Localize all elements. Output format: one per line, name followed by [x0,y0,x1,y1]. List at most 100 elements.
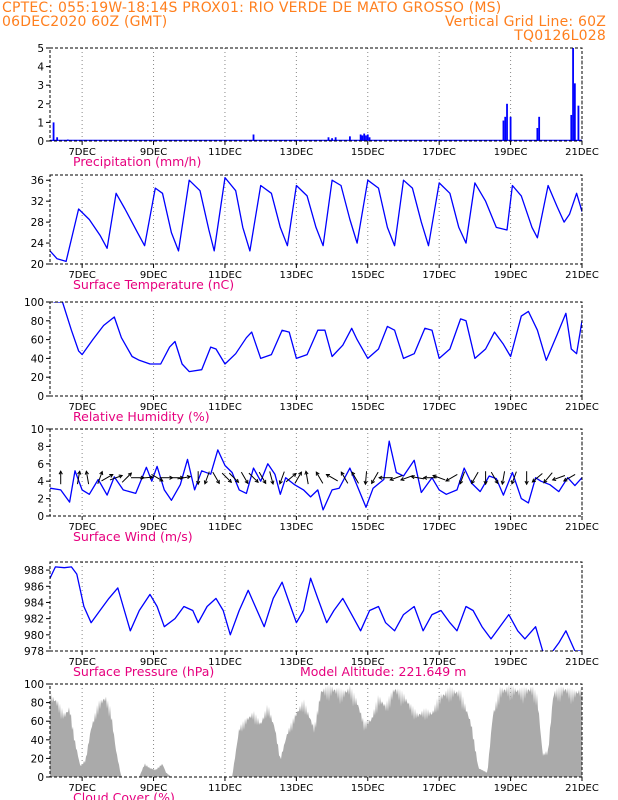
wind-arrow [471,471,479,484]
x-tick-label: 21DEC [565,522,599,533]
wind-arrow [371,471,379,484]
wind-arrow-head [399,476,405,481]
y-tick-label: 5 [37,43,44,55]
chart-panel-3: 0 20 40 60 80 100 7DEC 9DEC 11DEC 13DEC 15DEC 17DEC… [24,297,599,424]
x-tick-label: 17DEC [422,783,456,794]
x-tick-label: 13DEC [279,657,313,668]
x-tick-label: 7DEC [68,657,95,668]
x-tick-label: 9DEC [140,522,167,533]
x-tick-label: 17DEC [422,147,456,158]
precip-bar [536,127,539,141]
y-tick-label: 0 [37,136,44,148]
wind-arrow [490,471,499,484]
wind-arrow [563,474,576,482]
precip-bar [570,114,573,141]
wind-arrow-head [77,470,82,475]
wind-arrow-head [422,475,428,480]
x-tick-label: 19DEC [494,522,528,533]
plot-frame [49,561,583,652]
wind-arrow [221,472,232,483]
wind-arrow [543,472,553,484]
x-tick-label: 11DEC [208,270,242,281]
plot-frame [49,174,583,265]
x-tick-label: 15DEC [351,657,385,668]
wind-arrow-head [410,474,415,480]
wind-arrow-head [363,480,368,486]
wind-arrow-head [494,479,499,485]
wind-arrow [294,471,302,484]
wind-arrow [97,471,103,484]
header-model-code: TQ0126L028 [514,28,606,44]
wind-arrow-head [244,479,249,485]
wind-arrow [364,471,368,485]
x-tick-label: 19DEC [494,657,528,668]
x-tick-label: 11DEC [208,783,242,794]
y-tick-label: 10 [31,424,44,436]
x-tick-label: 7DEC [68,147,95,158]
x-tick-label: 15DEC [351,270,385,281]
wind-arrow [177,476,191,480]
series-line [53,302,582,373]
y-tick-label: 80 [31,698,44,710]
precip-bar [577,105,580,141]
precip-bar [56,137,59,141]
wind-arrow-head [471,479,475,485]
wind-arrow [390,475,403,481]
wind-arrow-head [304,470,309,475]
y-tick-label: 36 [31,175,45,187]
wind-arrow-head [351,471,356,476]
plot-frame [49,683,583,778]
wind-arrow [532,473,543,483]
x-tick-label: 17DEC [422,402,456,413]
chart-title: Cloud Cover (%) [73,790,175,800]
x-tick-label: 19DEC [494,402,528,413]
y-tick-label: 0 [37,772,44,784]
wind-arrow-head [315,471,320,476]
chart-subtitle: Model Altitude: 221.649 m [300,664,466,679]
wind-arrow-head [432,474,437,479]
wind-arrow-head [196,480,201,486]
header-grid-line: Vertical Grid Line: 60Z [444,14,606,30]
series-line [50,176,582,263]
wind-arrow [109,475,123,481]
wind-arrow [101,474,114,482]
wind-arrow-head [270,480,275,486]
chart-panel-1: 0 1 2 3 4 5 7DEC 9DEC 11DEC 13DEC 15DEC 17DEC 19DEC 2… [37,43,599,169]
y-tick-label: 24 [31,238,45,250]
x-tick-label: 17DEC [422,657,456,668]
wind-arrow-head [186,474,192,480]
wind-arrow-head [127,472,133,477]
wind-arrow-head [510,480,515,485]
x-tick-label: 19DEC [494,270,528,281]
wind-arrow-head [149,475,154,480]
y-tick-label: 60 [31,335,44,347]
y-tick-label: 100 [24,679,44,691]
wind-arrow [315,471,324,484]
chart-title: Surface Temperature (nC) [73,277,234,292]
wind-arrow-head [118,474,124,479]
chart-title: Surface Pressure (hPa) [73,664,214,679]
y-tick-label: 4 [37,476,44,488]
precip-bar [502,120,505,141]
x-tick-label: 11DEC [208,522,242,533]
wind-arrow [285,473,297,483]
y-tick-label: 28 [31,217,44,229]
wind-arrow-head [543,479,548,484]
wind-arrow-head [216,479,220,485]
x-tick-label: 9DEC [140,147,167,158]
y-tick-label: 20 [31,753,44,765]
x-tick-label: 15DEC [351,783,385,794]
wind-arrow-head [562,477,568,482]
wind-arrow-head [99,470,104,476]
precip-bar [365,135,367,141]
wind-arrow [511,471,517,484]
wind-arrow [85,471,90,485]
y-tick-label: 20 [31,372,44,384]
wind-arrow-head [203,480,208,485]
wind-arrow-head [389,476,394,481]
x-tick-label: 15DEC [351,522,385,533]
x-tick-label: 19DEC [494,783,528,794]
chart-panel-5: 978 980 982 984 986 988 7DEC 9DEC 11DEC 13DEC 15DE… [24,561,599,679]
x-tick-label: 7DEC [68,402,95,413]
